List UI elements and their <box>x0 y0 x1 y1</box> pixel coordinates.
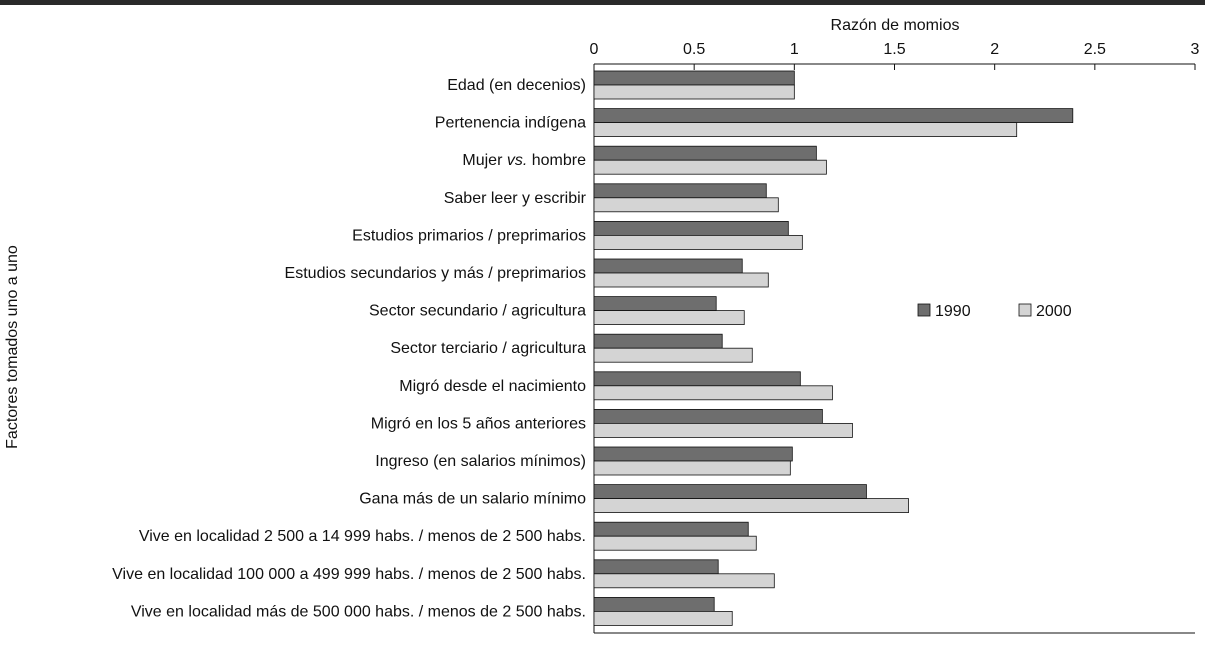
y-axis-title: Factores tomados uno a uno <box>4 245 21 449</box>
bar-2000 <box>593 310 745 326</box>
bar-1990 <box>593 597 715 612</box>
legend-label-2000: 2000 <box>1036 303 1072 320</box>
bar-2000 <box>593 234 803 250</box>
bar-2000 <box>593 422 853 438</box>
bar-2000 <box>593 159 827 175</box>
bar-2000 <box>593 197 779 213</box>
bar-2000 <box>593 385 833 401</box>
category-label: Vive en localidad 100 000 a 499 999 habs… <box>112 566 586 583</box>
top-rule <box>0 0 1205 5</box>
x-tick-label: 0.5 <box>683 41 705 58</box>
bar-1990 <box>593 70 795 86</box>
bar-2000 <box>593 272 769 288</box>
category-label: Vive en localidad 2 500 a 14 999 habs. /… <box>139 528 586 545</box>
category-label: Saber leer y escribir <box>444 190 587 207</box>
x-axis-title: Razón de momios <box>831 17 960 34</box>
category-label: Vive en localidad más de 500 000 habs. /… <box>131 603 586 620</box>
category-label: Ingreso (en salarios mínimos) <box>375 453 586 470</box>
bar-1990 <box>593 559 719 575</box>
category-label: Migró en los 5 años anteriores <box>371 415 586 432</box>
bar-1990 <box>593 220 789 236</box>
bar-1990 <box>593 521 749 537</box>
bar-2000 <box>593 84 795 100</box>
x-tick-label: 1.5 <box>883 41 905 58</box>
x-tick-label: 2 <box>990 41 999 58</box>
bar-1990 <box>593 371 801 387</box>
category-label: Migró desde el nacimiento <box>399 378 586 395</box>
legend-swatch-2000 <box>1018 303 1032 317</box>
x-tick-label: 1 <box>790 41 799 58</box>
x-tick-label: 3 <box>1191 41 1200 58</box>
bar-2000 <box>593 460 791 476</box>
category-label: Sector terciario / agricultura <box>390 340 586 357</box>
bar-2000 <box>593 573 775 589</box>
bar-2000 <box>593 498 909 514</box>
category-label: Pertenencia indígena <box>435 115 586 132</box>
category-label: Estudios primarios / preprimarios <box>352 227 586 244</box>
category-label: Sector secundario / agricultura <box>369 303 586 320</box>
legend-label-1990: 1990 <box>935 303 971 320</box>
x-tick-label: 0 <box>590 41 599 58</box>
category-label: Edad (en decenios) <box>447 77 586 94</box>
bar-2000 <box>593 611 733 626</box>
category-label: Gana más de un salario mínimo <box>359 491 586 508</box>
category-label: Mujer vs. hombre <box>462 152 586 169</box>
bar-1990 <box>593 145 817 161</box>
bars <box>593 70 1074 626</box>
bar-2000 <box>593 122 1018 137</box>
bar-1990 <box>593 333 723 349</box>
x-axis-ticks: 0 0.5 1 1.5 2 2.5 3 <box>590 41 1200 70</box>
bar-1990 <box>593 296 717 312</box>
bar-1990 <box>593 446 793 462</box>
x-tick-label: 2.5 <box>1084 41 1106 58</box>
bar-1990 <box>593 408 823 424</box>
legend: 1990 2000 <box>917 303 1072 320</box>
bar-1990 <box>593 108 1074 123</box>
bar-1990 <box>593 183 767 199</box>
category-labels: Edad (en decenios) Pertenencia indígena Mu… <box>112 77 587 620</box>
category-label: Estudios secundarios y más / preprimario… <box>285 265 586 282</box>
bar-2000 <box>593 535 757 551</box>
bar-1990 <box>593 484 867 500</box>
bar-1990 <box>593 258 743 274</box>
legend-swatch-1990 <box>917 303 931 317</box>
bar-2000 <box>593 347 753 363</box>
